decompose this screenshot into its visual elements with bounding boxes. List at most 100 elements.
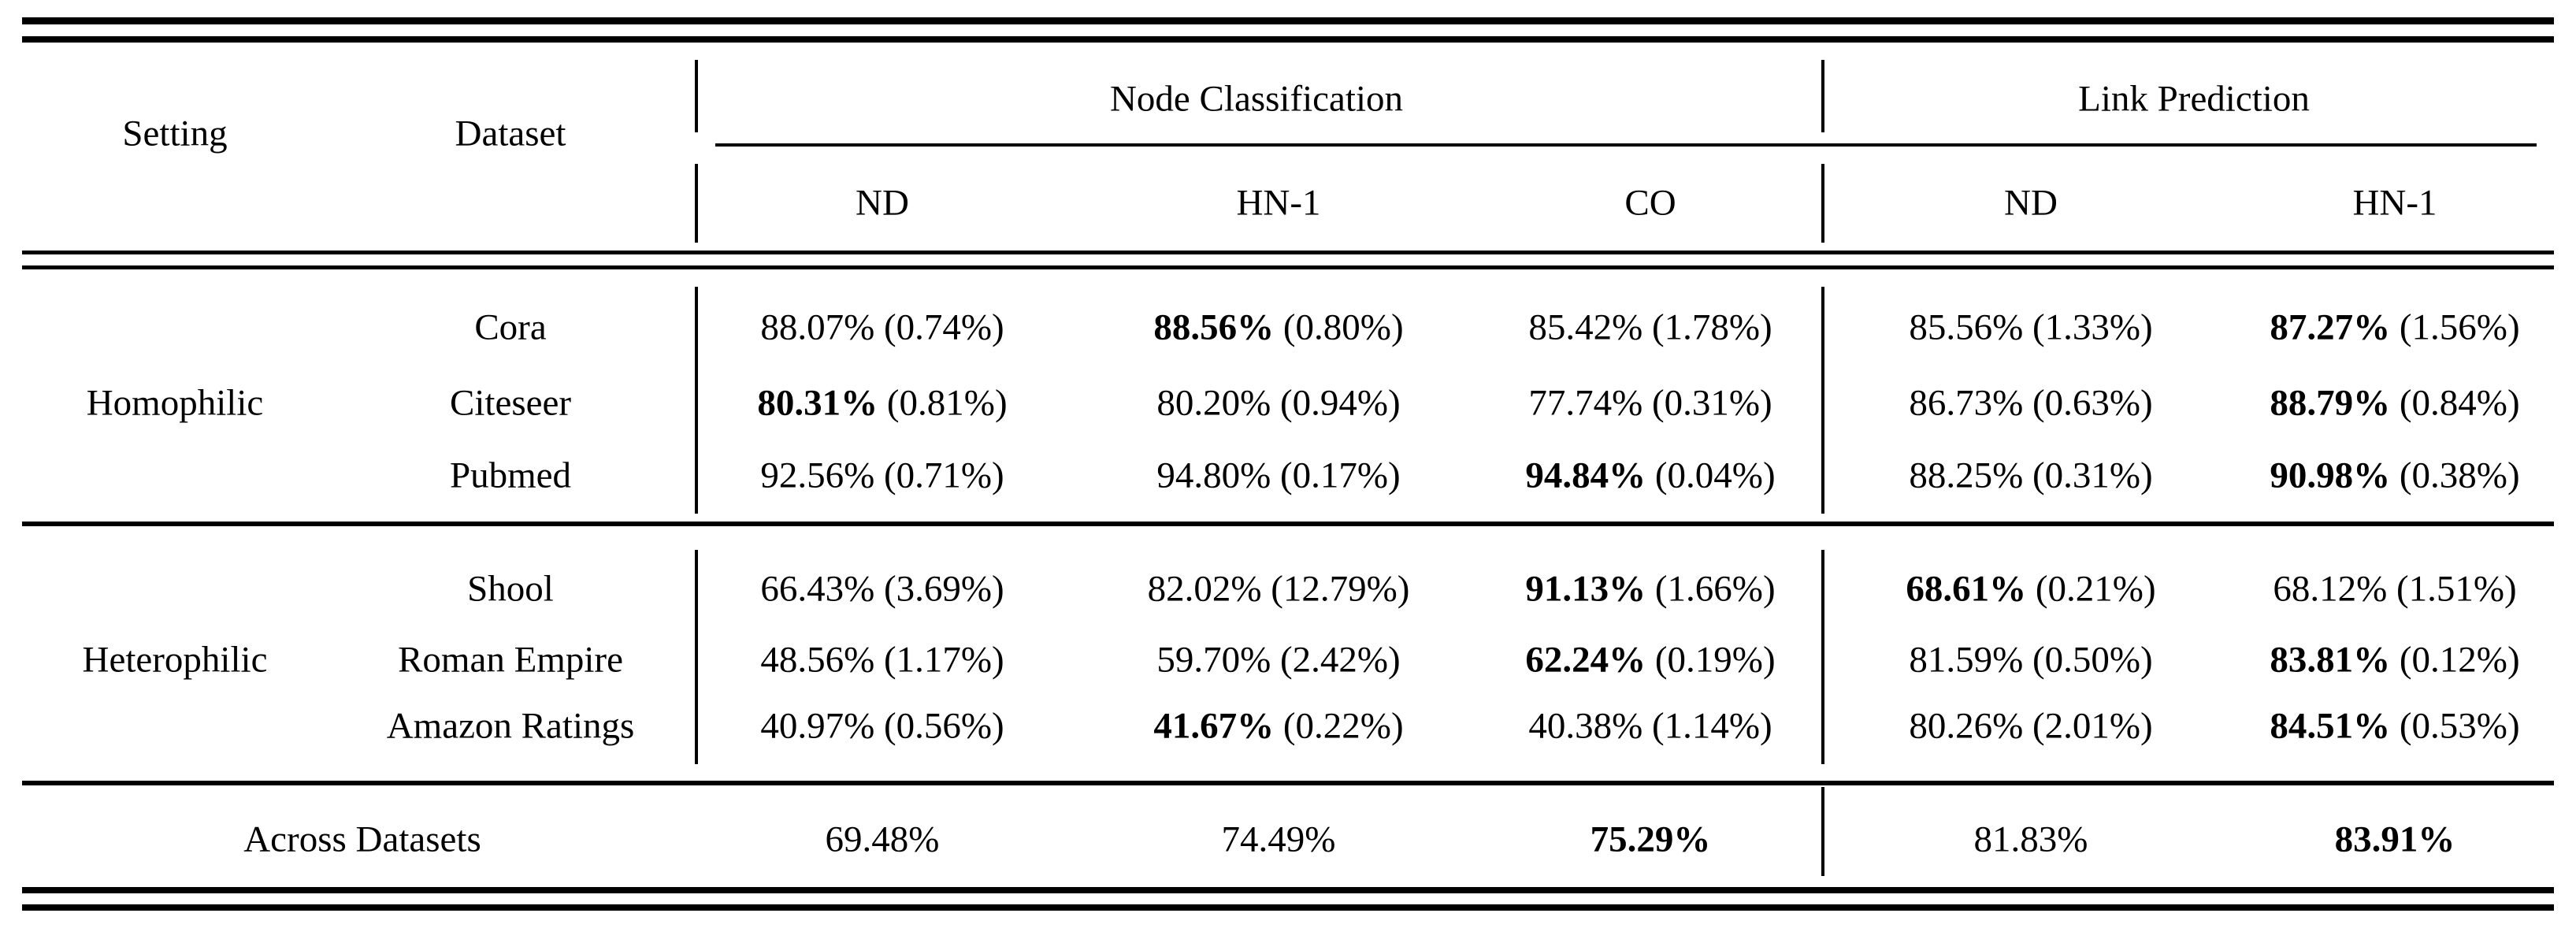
value: 81.59% (1909, 639, 2024, 681)
section-divider-heterophilic (1821, 550, 1824, 764)
group-header-link-prediction: Link Prediction (2078, 78, 2310, 120)
column-header-setting: Setting (122, 113, 228, 154)
std-dev: (0.17%) (1279, 455, 1401, 496)
value: 74.49% (1221, 818, 1336, 860)
cell-roman-empire-lp-hn1: 83.81% (0.12%) (2270, 639, 2520, 681)
cell-pubmed-nc-nd: 92.56% (0.71%) (760, 455, 1004, 496)
std-dev: (0.38%) (2399, 455, 2520, 496)
subcolumn-header-nc-nd: ND (856, 182, 909, 224)
setting-label-heterophilic: Heterophilic (82, 639, 268, 681)
value: 84.51% (2270, 705, 2391, 747)
std-dev: (0.56%) (883, 705, 1004, 747)
dataset-divider-heterophilic (695, 550, 698, 764)
value: 68.12% (2273, 568, 2388, 610)
cell-across-datasets-nc-nd: 69.48% (826, 821, 940, 859)
column-header-dataset: Dataset (455, 113, 566, 154)
value: 75.29% (1590, 818, 1711, 860)
std-dev: (0.80%) (1282, 306, 1404, 348)
cell-amazon-ratings-nc-hn1: 41.67% (0.22%) (1153, 705, 1403, 747)
bottom-rule-2 (22, 904, 2554, 911)
section-divider-header-bottom (1821, 164, 1824, 243)
cell-cora-lp-hn1: 87.27% (1.56%) (2270, 306, 2520, 348)
std-dev: (0.21%) (2035, 568, 2156, 610)
dataset-divider-header-bottom (695, 164, 698, 243)
std-dev: (1.17%) (883, 639, 1004, 681)
std-dev: (0.31%) (2032, 455, 2153, 496)
value: 48.56% (760, 639, 875, 681)
cell-pubmed-lp-hn1: 90.98% (0.38%) (2270, 455, 2520, 496)
std-dev: (1.14%) (1651, 705, 1772, 747)
std-dev: (1.66%) (1654, 568, 1776, 610)
std-dev: (0.19%) (1654, 639, 1776, 681)
dataset-label-shool: Shool (467, 568, 554, 610)
cell-shool-nc-hn1: 82.02% (12.79%) (1148, 568, 1410, 610)
dataset-label-amazon-ratings: Amazon Ratings (386, 705, 635, 747)
value: 88.25% (1909, 455, 2024, 496)
section-divider-rule-1 (22, 522, 2554, 526)
cell-pubmed-nc-co: 94.84% (0.04%) (1525, 455, 1776, 496)
std-dev: (12.79%) (1271, 568, 1410, 610)
std-dev: (1.56%) (2399, 306, 2520, 348)
value: 94.84% (1525, 455, 1646, 496)
cell-across-datasets-nc-hn1: 74.49% (1221, 818, 1336, 860)
cell-roman-empire-nc-nd: 48.56% (1.17%) (760, 639, 1004, 681)
dataset-label-pubmed: Pubmed (449, 455, 572, 496)
std-dev: (2.42%) (1279, 639, 1401, 681)
value: 81.83% (1973, 818, 2088, 860)
cell-citeseer-nc-nd: 80.31% (0.81%) (757, 382, 1008, 424)
value: 94.80% (1156, 455, 1271, 496)
std-dev: (0.81%) (886, 382, 1008, 424)
value: 88.56% (1153, 306, 1275, 348)
value: 40.97% (760, 705, 875, 747)
value: 40.38% (1528, 705, 1643, 747)
cell-pubmed-nc-hn1: 94.80% (0.17%) (1156, 455, 1401, 496)
std-dev: (1.78%) (1651, 306, 1772, 348)
cell-citeseer-lp-nd: 86.73% (0.63%) (1909, 382, 2153, 424)
cell-roman-empire-nc-co: 62.24% (0.19%) (1525, 639, 1776, 681)
cell-roman-empire-nc-hn1: 59.70% (2.42%) (1156, 639, 1401, 681)
footer-label-across-datasets: Across Datasets (243, 818, 481, 860)
value: 77.74% (1528, 382, 1643, 424)
cell-cora-lp-nd: 85.56% (1.33%) (1909, 309, 2152, 347)
std-dev: (0.12%) (2399, 639, 2520, 681)
cell-roman-empire-lp-nd: 81.59% (0.50%) (1909, 639, 2152, 681)
bottom-rule-1 (22, 887, 2554, 893)
value: 85.42% (1528, 306, 1643, 348)
value: 83.91% (2334, 818, 2455, 860)
value: 59.70% (1156, 639, 1271, 681)
section-divider-homophilic (1821, 287, 1824, 514)
cell-across-datasets-lp-hn1: 83.91% (2334, 818, 2455, 860)
section-divider-footer (1821, 787, 1824, 876)
value: 88.07% (760, 306, 875, 348)
value: 80.20% (1156, 382, 1271, 424)
cell-cora-nc-hn1: 88.56% (0.80%) (1153, 306, 1404, 348)
header-double-rule-1 (22, 251, 2554, 254)
std-dev: (0.04%) (1654, 455, 1776, 496)
std-dev: (0.31%) (1651, 382, 1772, 424)
cell-citeseer-lp-hn1: 88.79% (0.84%) (2270, 382, 2520, 424)
cell-amazon-ratings-nc-co: 40.38% (1.14%) (1528, 705, 1772, 747)
dataset-label-roman-empire: Roman Empire (398, 639, 623, 681)
std-dev: (0.63%) (2032, 382, 2153, 424)
value: 68.61% (1906, 568, 2027, 610)
std-dev: (0.71%) (883, 455, 1004, 496)
dataset-divider-homophilic (695, 287, 698, 514)
cell-shool-lp-hn1: 68.12% (1.51%) (2273, 568, 2517, 610)
group-header-midrule (715, 143, 2537, 147)
header-double-rule-2 (22, 265, 2554, 269)
value: 87.27% (2270, 306, 2391, 348)
std-dev: (0.84%) (2399, 382, 2520, 424)
value: 41.67% (1153, 705, 1275, 747)
std-dev: (0.94%) (1279, 382, 1401, 424)
group-header-node-classification: Node Classification (1109, 78, 1404, 120)
cell-shool-nc-co: 91.13% (1.66%) (1525, 568, 1776, 610)
top-rule-2 (22, 36, 2554, 43)
std-dev: (1.51%) (2396, 568, 2517, 610)
section-divider-header-top (1821, 60, 1824, 132)
std-dev: (2.01%) (2032, 705, 2153, 747)
std-dev: (3.69%) (883, 568, 1004, 610)
cell-cora-nc-co: 85.42% (1.78%) (1528, 306, 1772, 348)
value: 66.43% (760, 568, 875, 610)
cell-across-datasets-lp-nd: 81.83% (1973, 818, 2088, 860)
